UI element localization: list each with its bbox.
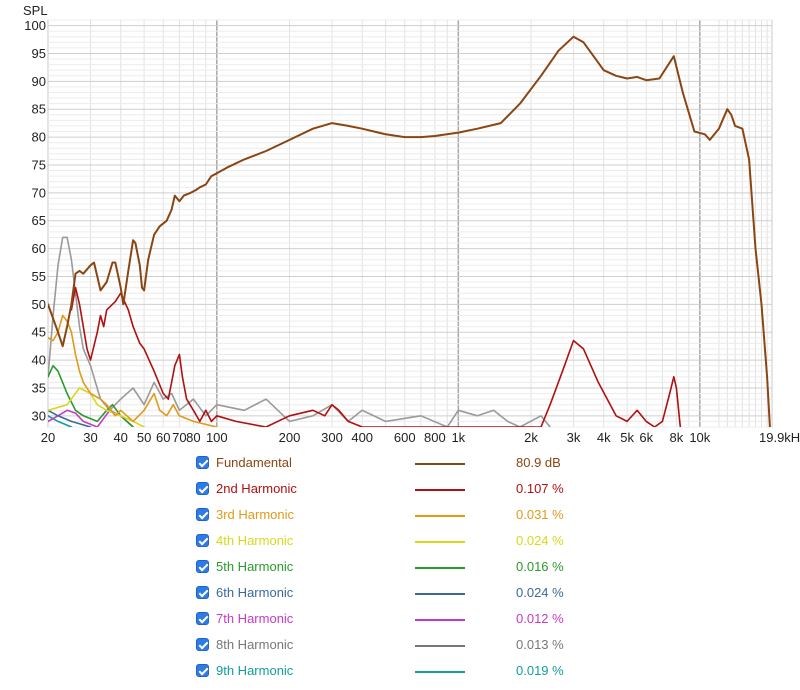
- y-tick-label: 65: [32, 213, 46, 228]
- series-line-8th-harmonic: [48, 236, 551, 427]
- x-tick-label: 40: [113, 430, 127, 445]
- legend-line-swatch: [415, 515, 465, 517]
- y-tick-label: 95: [32, 46, 46, 61]
- x-tick-label: 80: [186, 430, 200, 445]
- legend-value: 0.019 %: [516, 663, 564, 678]
- series-checkbox[interactable]: [196, 508, 209, 521]
- legend-line-swatch: [415, 489, 465, 491]
- legend-label: 5th Harmonic: [216, 559, 294, 574]
- legend-row: 3rd Harmonic 0.031 %: [196, 506, 616, 532]
- y-tick-label: 70: [32, 185, 46, 200]
- series-checkbox[interactable]: [196, 534, 209, 547]
- legend-value: 0.107 %: [516, 481, 564, 496]
- x-tick-label: 200: [279, 430, 301, 445]
- y-tick-label: 100: [24, 18, 46, 33]
- x-tick-label: 70: [172, 430, 186, 445]
- legend-label: 7th Harmonic: [216, 611, 294, 626]
- legend-line-swatch: [415, 645, 465, 647]
- legend-row: 6th Harmonic 0.024 %: [196, 584, 616, 610]
- axis-ticks: 20 30 40 50 60 70 80 100 200 300 400 600 800 1k 2k 3k 4k…: [24, 18, 800, 445]
- series-checkbox[interactable]: [196, 456, 209, 469]
- legend-line-swatch: [415, 567, 465, 569]
- x-tick-label: 600: [394, 430, 416, 445]
- spl-chart: SPL 20 30 40 50 60 70 80 100 200 300 400 600 800 1k 2k…: [23, 3, 800, 445]
- legend-line-swatch: [415, 619, 465, 621]
- series-checkbox[interactable]: [196, 612, 209, 625]
- legend-line-swatch: [415, 541, 465, 543]
- x-tick-label: 6k: [639, 430, 653, 445]
- legend-row: 4th Harmonic 0.024 %: [196, 532, 616, 558]
- series-line-4th-harmonic: [48, 387, 145, 427]
- legend-row: Fundamental 80.9 dB: [196, 454, 616, 480]
- plot-area: [47, 19, 773, 428]
- series-checkbox[interactable]: [196, 638, 209, 651]
- x-tick-label: 10k: [689, 430, 710, 445]
- series-line-5th-harmonic: [48, 364, 134, 427]
- grid: [47, 19, 773, 428]
- legend-label: 2nd Harmonic: [216, 481, 297, 496]
- y-tick-label: 60: [32, 241, 46, 256]
- legend-label: 9th Harmonic: [216, 663, 294, 678]
- legend-value: 0.024 %: [516, 585, 564, 600]
- legend: Fundamental 80.9 dB 2nd Harmonic 0.107 % 3rd…: [196, 454, 616, 688]
- y-axis-label: SPL: [23, 3, 48, 18]
- x-tick-label: 3k: [567, 430, 581, 445]
- y-tick-label: 45: [32, 325, 46, 340]
- x-tick-label: 60: [156, 430, 170, 445]
- y-tick-label: 50: [32, 297, 46, 312]
- legend-row: 7th Harmonic 0.012 %: [196, 610, 616, 636]
- x-tick-label: 2k: [524, 430, 538, 445]
- legend-value: 0.013 %: [516, 637, 564, 652]
- x-tick-label: 4k: [597, 430, 611, 445]
- y-tick-label: 85: [32, 102, 46, 117]
- legend-label: 6th Harmonic: [216, 585, 294, 600]
- series-line-fundamental: [48, 35, 771, 427]
- y-tick-label: 80: [32, 130, 46, 145]
- x-tick-label: 100: [206, 430, 228, 445]
- y-tick-label: 75: [32, 157, 46, 172]
- legend-label: Fundamental: [216, 455, 292, 470]
- legend-row: 5th Harmonic 0.016 %: [196, 558, 616, 584]
- series-layer: [48, 35, 771, 427]
- x-tick-label: 5k: [620, 430, 634, 445]
- legend-label: 4th Harmonic: [216, 533, 294, 548]
- y-tick-label: 30: [32, 408, 46, 423]
- x-tick-label: 50: [137, 430, 151, 445]
- x-tick-label: 300: [321, 430, 343, 445]
- series-checkbox[interactable]: [196, 586, 209, 599]
- legend-value: 0.016 %: [516, 559, 564, 574]
- y-tick-label: 35: [32, 380, 46, 395]
- legend-value: 0.031 %: [516, 507, 564, 522]
- series-line-3rd-harmonic: [48, 314, 218, 427]
- x-tick-label: 400: [351, 430, 373, 445]
- legend-value: 0.012 %: [516, 611, 564, 626]
- legend-value: 80.9 dB: [516, 455, 561, 470]
- y-tick-label: 90: [32, 74, 46, 89]
- legend-line-swatch: [415, 463, 465, 465]
- y-tick-label: 55: [32, 269, 46, 284]
- x-tick-label: 8k: [670, 430, 684, 445]
- series-line-6th-harmonic: [48, 409, 92, 427]
- legend-row: 8th Harmonic 0.013 %: [196, 636, 616, 662]
- legend-label: 8th Harmonic: [216, 637, 294, 652]
- y-tick-label: 40: [32, 353, 46, 368]
- x-tick-label: 20: [41, 430, 55, 445]
- legend-label: 3rd Harmonic: [216, 507, 295, 522]
- series-checkbox[interactable]: [196, 482, 209, 495]
- legend-value: 0.024 %: [516, 533, 564, 548]
- series-line-9th-harmonic: [48, 415, 73, 427]
- legend-line-swatch: [415, 593, 465, 595]
- series-checkbox[interactable]: [196, 560, 209, 573]
- x-tick-label: 1k: [451, 430, 465, 445]
- legend-row: 2nd Harmonic 0.107 %: [196, 480, 616, 506]
- series-checkbox[interactable]: [196, 664, 209, 677]
- x-tick-label: 800: [424, 430, 446, 445]
- series-line-2nd-harmonic: [70, 286, 682, 427]
- legend-line-swatch: [415, 671, 465, 673]
- x-tick-label: 30: [83, 430, 97, 445]
- legend-row: 9th Harmonic 0.019 %: [196, 662, 616, 688]
- x-tick-label: 19.9kHz: [759, 430, 800, 445]
